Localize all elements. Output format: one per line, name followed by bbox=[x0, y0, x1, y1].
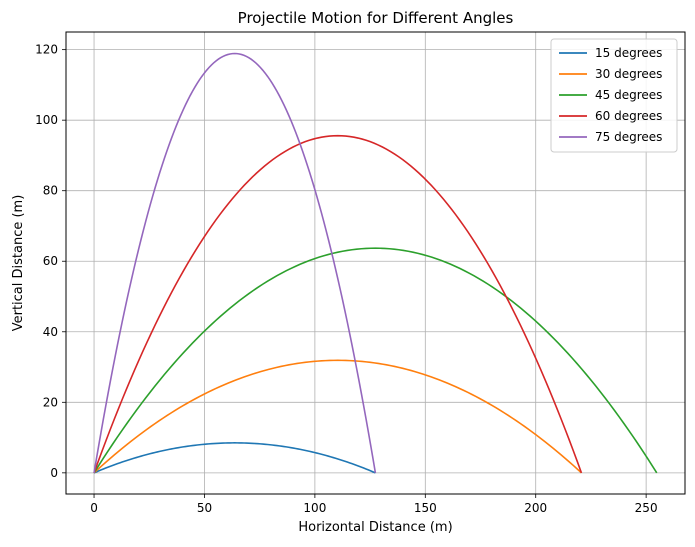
plot-frame bbox=[65, 31, 686, 495]
x-tick-label: 0 bbox=[90, 501, 98, 515]
series-line-60-degrees bbox=[93, 134, 583, 474]
series-line-75-degrees bbox=[93, 52, 377, 473]
legend-label: 45 degrees bbox=[595, 88, 662, 102]
y-tick-label: 0 bbox=[50, 466, 58, 480]
x-tick-label: 100 bbox=[303, 501, 326, 515]
y-tick-label: 60 bbox=[43, 254, 58, 268]
legend-box bbox=[550, 38, 678, 153]
x-tick-label: 250 bbox=[635, 501, 658, 515]
legend-label: 15 degrees bbox=[595, 46, 662, 60]
y-tick-label: 20 bbox=[43, 395, 58, 409]
grid bbox=[66, 32, 685, 494]
y-tick-label: 40 bbox=[43, 325, 58, 339]
y-tick-label: 120 bbox=[35, 43, 58, 57]
legend-label: 30 degrees bbox=[595, 67, 662, 81]
y-tick-label: 100 bbox=[35, 113, 58, 127]
series-line-15-degrees bbox=[93, 442, 376, 474]
legend: 15 degrees 30 degrees 45 degrees 60 degrees… bbox=[550, 38, 678, 153]
chart-title: Projectile Motion for Different Angles bbox=[238, 9, 514, 27]
x-tick-label: 200 bbox=[524, 501, 547, 515]
series-lines bbox=[93, 52, 658, 474]
series-line-30-degrees bbox=[93, 359, 582, 474]
x-axis-title: Horizontal Distance (m) bbox=[298, 520, 452, 535]
y-axis-title: Vertical Distance (m) bbox=[11, 195, 26, 332]
legend-label: 75 degrees bbox=[595, 130, 662, 144]
x-tick-label: 50 bbox=[197, 501, 212, 515]
axis-ticks: 0 50 100 150 200 250 0 20 40 60 80 100 120 bbox=[35, 43, 657, 515]
x-tick-label: 150 bbox=[414, 501, 437, 515]
y-tick-label: 80 bbox=[43, 184, 58, 198]
legend-label: 60 degrees bbox=[595, 109, 662, 123]
series-line-45-degrees bbox=[93, 247, 658, 474]
